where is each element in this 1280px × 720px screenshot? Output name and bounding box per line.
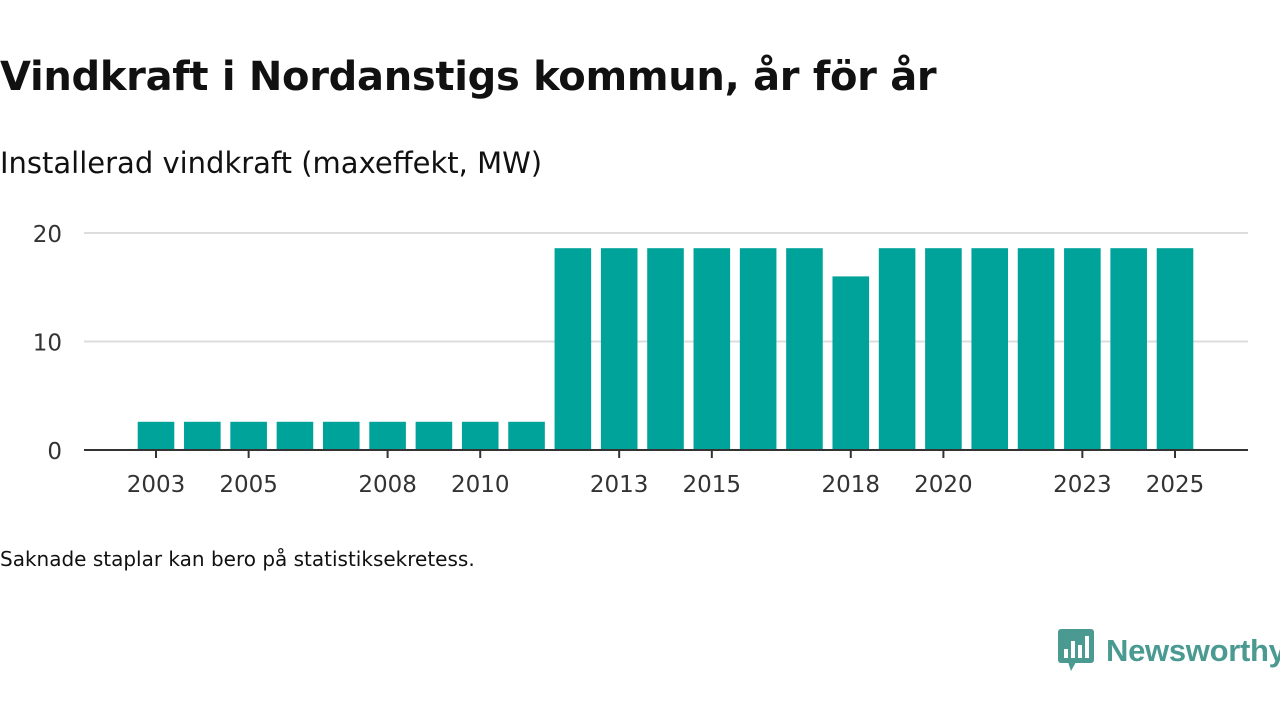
x-tick-label: 2010	[451, 472, 510, 498]
bar-2016	[739, 248, 777, 450]
bar-2019	[878, 248, 916, 450]
x-tick-label: 2008	[358, 472, 417, 498]
x-tick-label: 2020	[914, 472, 973, 498]
bar-2006	[276, 421, 314, 450]
y-axis: 0 10 20	[33, 222, 62, 465]
bar-2010	[461, 421, 499, 450]
x-tick-label: 2013	[590, 472, 649, 498]
bar-2014	[647, 248, 684, 450]
y-tick-label: 20	[33, 222, 62, 248]
x-tick-label: 2015	[683, 472, 742, 498]
bar-2023	[1064, 248, 1101, 450]
x-tick-label: 2003	[127, 472, 186, 498]
y-tick-label: 0	[47, 439, 62, 465]
bar-2003	[137, 421, 175, 450]
bar-2025	[1156, 248, 1194, 450]
x-axis: 2003 2005 2008 2010 2013 2015 2018 2020 2023 2025	[127, 450, 1205, 498]
footnote: Saknade staplar kan bero på statistiksek…	[0, 547, 475, 571]
bar-2018	[832, 276, 870, 450]
bar-2020	[925, 248, 962, 450]
bar-2022	[1017, 248, 1055, 450]
bar-2007	[322, 421, 360, 450]
chart-title: Vindkraft i Nordanstigs kommun, år för å…	[0, 54, 937, 100]
newsworthy-logo[interactable]: Newsworthy	[1058, 629, 1280, 673]
chart-subtitle: Installerad vindkraft (maxeffekt, MW)	[0, 146, 543, 180]
bar-2017	[786, 248, 823, 450]
bar-2005	[230, 421, 267, 450]
bars	[137, 248, 1194, 450]
bar-2009	[415, 421, 453, 450]
brand-name: Newsworthy	[1106, 633, 1280, 668]
newsworthy-logo-icon	[1058, 629, 1094, 671]
bar-2008	[369, 421, 406, 450]
bar-2013	[600, 248, 638, 450]
bar-2024	[1110, 248, 1147, 450]
bar-2015	[693, 248, 731, 450]
x-tick-label: 2025	[1146, 472, 1205, 498]
bar-2011	[508, 421, 545, 450]
x-tick-label: 2023	[1053, 472, 1112, 498]
bar-2021	[971, 248, 1009, 450]
x-tick-label: 2005	[219, 472, 278, 498]
bar-2004	[184, 421, 221, 450]
y-tick-label: 10	[33, 331, 62, 357]
bar-2012	[554, 248, 592, 450]
x-tick-label: 2018	[821, 472, 880, 498]
